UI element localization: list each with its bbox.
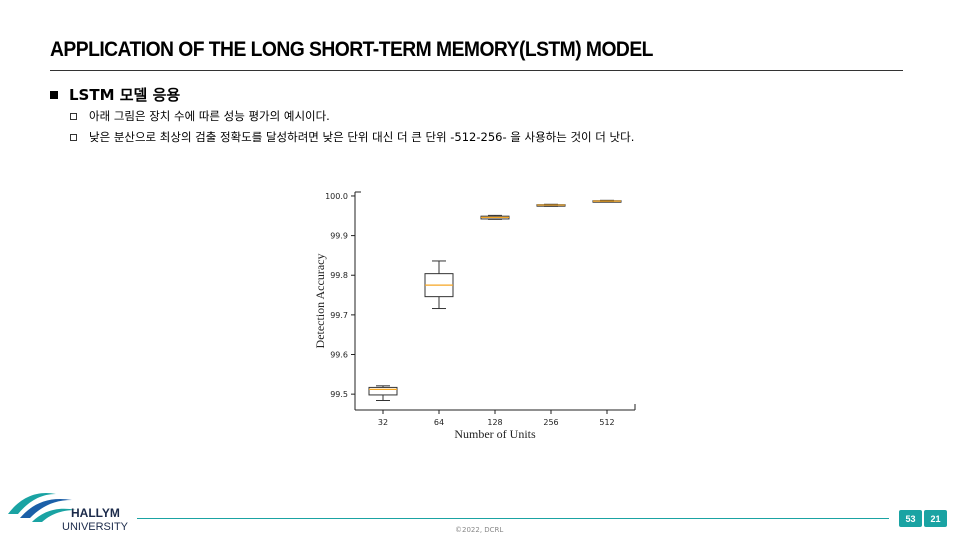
- page-number-total: 21: [924, 510, 947, 527]
- y-tick-label: 99.6: [330, 351, 348, 360]
- x-tick-label: 256: [543, 418, 558, 427]
- main-bullet: LSTM 모델 응용: [50, 84, 180, 105]
- sub-bullet-2-text: 낮은 분산으로 최상의 검출 정확도를 달성하려면 낮은 단위 대신 더 큰 단…: [89, 130, 635, 144]
- y-axis-label: Detection Accuracy: [313, 254, 327, 349]
- x-tick-label: 32: [378, 418, 388, 427]
- filled-square-bullet-icon: [50, 90, 58, 99]
- footer-divider: [137, 518, 889, 519]
- university-name-line2: UNIVERSITY: [62, 521, 129, 533]
- x-axis-label: Number of Units: [454, 427, 536, 441]
- university-name-line1: HALLYM: [71, 506, 120, 520]
- y-tick-label: 99.5: [330, 390, 348, 399]
- y-tick-label: 100.0: [325, 192, 348, 201]
- y-tick-label: 99.8: [330, 271, 348, 280]
- hallym-logo-icon: [8, 492, 76, 522]
- open-square-bullet-icon: [70, 133, 77, 141]
- y-tick-label: 99.9: [330, 232, 348, 241]
- y-tick-label: 99.7: [330, 311, 348, 320]
- copyright-text: ©2022, DCRL: [455, 526, 504, 534]
- boxplot-chart: 99.5 99.6 99.7 99.8 99.9 100.0 32 64 128 256 512 Nu…: [313, 191, 636, 441]
- box-iqr: [368, 386, 398, 396]
- title-divider: [50, 70, 903, 71]
- slide-title: APPLICATION OF THE LONG SHORT-TERM MEMOR…: [50, 38, 653, 61]
- page-number-current: 53: [899, 510, 922, 527]
- sub-bullet-1: 아래 그림은 장치 수에 따른 성능 평가의 예시이다.: [70, 108, 330, 124]
- open-square-bullet-icon: [70, 112, 77, 120]
- x-tick-label: 128: [487, 418, 502, 427]
- main-bullet-text: LSTM 모델 응용: [69, 86, 181, 104]
- x-tick-label: 512: [599, 418, 614, 427]
- x-tick-label: 64: [434, 418, 444, 427]
- sub-bullet-1-text: 아래 그림은 장치 수에 따른 성능 평가의 예시이다.: [89, 109, 330, 123]
- sub-bullet-2: 낮은 분산으로 최상의 검출 정확도를 달성하려면 낮은 단위 대신 더 큰 단…: [70, 129, 634, 145]
